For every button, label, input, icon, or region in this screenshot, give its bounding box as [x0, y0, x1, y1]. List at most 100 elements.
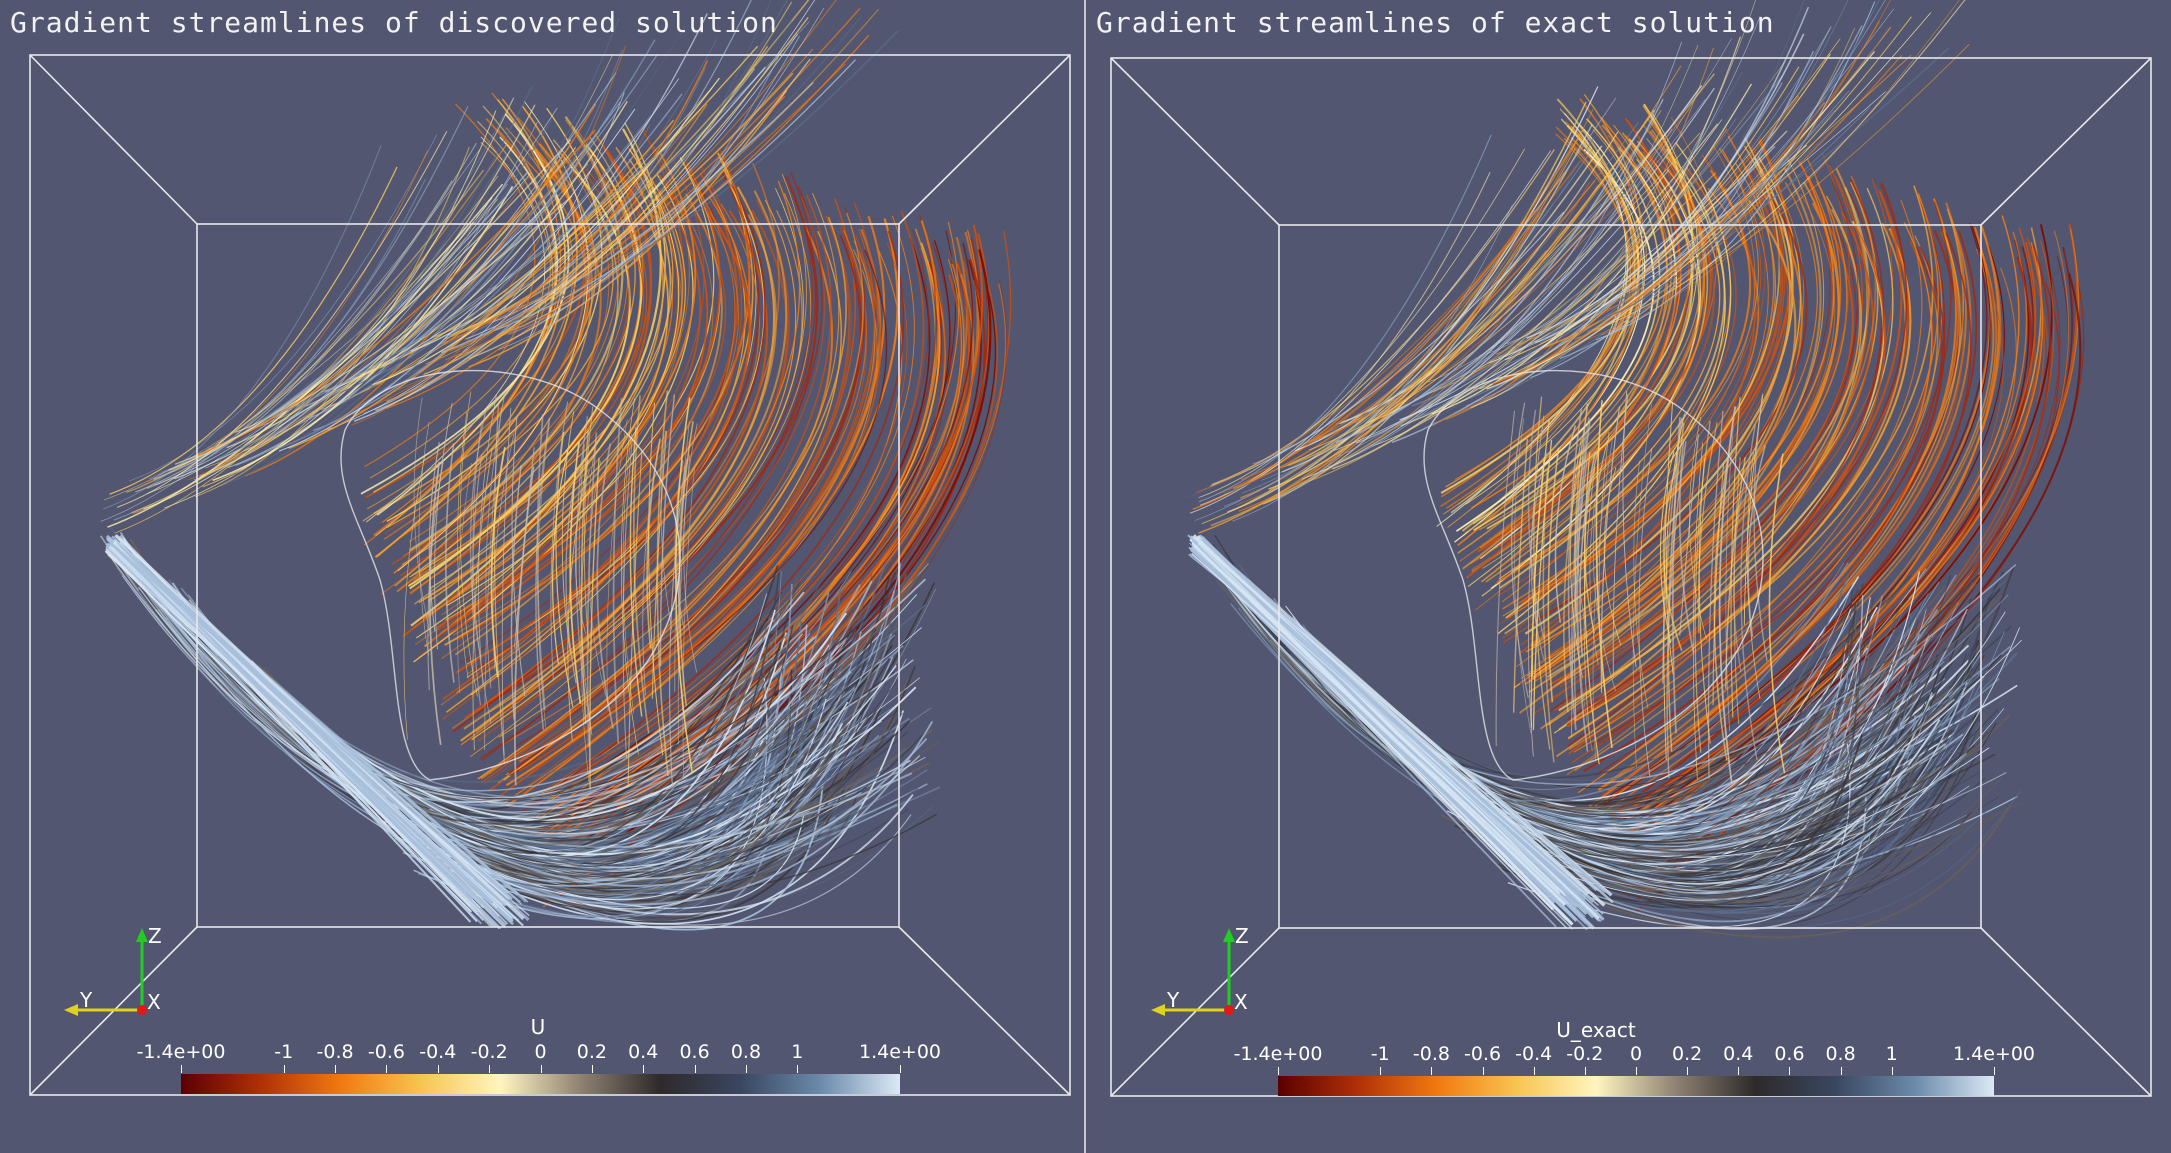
streamline [1199, 554, 1557, 928]
streamline [1577, 222, 1933, 794]
colorbar-tick-label: -0.2 [470, 1041, 508, 1063]
streamline [497, 212, 864, 784]
streamline [1198, 134, 1492, 503]
colorbar-tick-mark [1994, 1067, 1995, 1075]
streamline [1592, 439, 1613, 762]
streamline [1697, 422, 1718, 634]
streamline [399, 612, 839, 882]
colorbar-tick-label: -0.2 [1566, 1043, 1604, 1065]
streamline [1718, 406, 1737, 784]
streamline [1609, 234, 2002, 835]
streamline [1566, 199, 1923, 776]
streamline [476, 209, 789, 712]
streamline [1491, 682, 1968, 892]
streamline [1230, 562, 1849, 802]
streamline [450, 174, 709, 634]
streamline [226, 190, 490, 478]
streamline [1427, 611, 2006, 854]
streamline [510, 0, 772, 324]
streamline [1457, 132, 1676, 554]
panel-divider [1084, 0, 1086, 1153]
colorbar-tick-label: 0.4 [628, 1041, 659, 1063]
streamline [1567, 408, 1583, 731]
streamline [1534, 54, 1903, 353]
streamline [559, 251, 967, 847]
streamline [1332, 123, 1719, 470]
streamline [1532, 157, 1833, 716]
streamline [395, 116, 691, 391]
colorbar-title: U_exact [1556, 1018, 1636, 1042]
streamline [669, 466, 686, 788]
streamline [1671, 417, 1681, 734]
streamline [199, 146, 577, 477]
colorbar-tick-label: 1.4e+00 [1952, 1043, 2036, 1065]
streamline [378, 625, 794, 859]
streamline [386, 95, 786, 410]
streamline [498, 192, 840, 738]
streamline [1236, 194, 1627, 506]
streamline [1600, 406, 1621, 693]
streamline [330, 735, 828, 873]
streamline [1554, 175, 1877, 688]
streamline [589, 457, 600, 790]
streamline [116, 541, 495, 904]
colorbar-tick-mark [694, 1065, 696, 1073]
streamline [536, 414, 546, 711]
streamline [1289, 135, 1595, 452]
streamline [683, 423, 698, 673]
streamline [1574, 185, 1934, 722]
streamline [459, 391, 478, 697]
streamline [442, 150, 750, 701]
streamline [606, 419, 628, 711]
streamline [155, 588, 784, 825]
streamline [1398, 96, 1743, 435]
left-viewport[interactable]: Gradient streamlines of discovered solut… [0, 0, 1084, 1153]
colorbar-tick-label: -0.6 [367, 1041, 405, 1063]
bounding-box [29, 54, 1071, 1096]
streamline [375, 120, 554, 537]
streamline-render[interactable] [1086, 0, 2171, 1153]
streamline [1712, 462, 1725, 706]
streamline-render[interactable] [0, 0, 1084, 1153]
streamline [1567, 179, 1885, 747]
streamline [227, 157, 566, 469]
streamline [1545, 16, 1912, 348]
streamline [596, 443, 614, 729]
orientation-axes [1151, 928, 1235, 1016]
streamline [1768, 453, 1786, 774]
streamline [452, 185, 766, 733]
streamline [381, 145, 610, 595]
streamline [674, 420, 690, 692]
streamline [524, 215, 915, 805]
streamline [1570, 438, 1583, 678]
streamline [1622, 390, 1637, 668]
colorbar-tick-label: 1 [1885, 1043, 1898, 1065]
streamline [508, 236, 875, 790]
streamline [575, 416, 589, 707]
streamline [1201, 556, 1945, 855]
streamline [1222, 178, 1639, 495]
streamline [212, 185, 514, 482]
colorbar-tick-mark [1840, 1067, 1842, 1075]
streamline [168, 139, 572, 471]
streamline [1333, 188, 1727, 451]
streamline [1512, 438, 1529, 713]
streamline [642, 441, 661, 696]
streamline [1450, 118, 1629, 514]
right-viewport[interactable]: Gradient streamlines of exact solution Z… [1086, 0, 2171, 1153]
colorbar-tick-mark [900, 1065, 901, 1073]
streamline [1732, 460, 1750, 672]
colorbar-tick-mark [1636, 1067, 1637, 1075]
streamline [1574, 43, 1970, 340]
streamline [1747, 445, 1766, 638]
streamline [308, 39, 656, 419]
colorbar-title: U [530, 1015, 546, 1039]
streamline [1425, 583, 1864, 843]
streamline [109, 541, 513, 901]
streamline [574, 469, 590, 634]
streamline [1619, 242, 2044, 831]
streamline [1427, 45, 1699, 383]
streamline [155, 609, 862, 869]
colorbar-tick-label: -0.8 [316, 1041, 354, 1063]
streamline [627, 450, 643, 786]
